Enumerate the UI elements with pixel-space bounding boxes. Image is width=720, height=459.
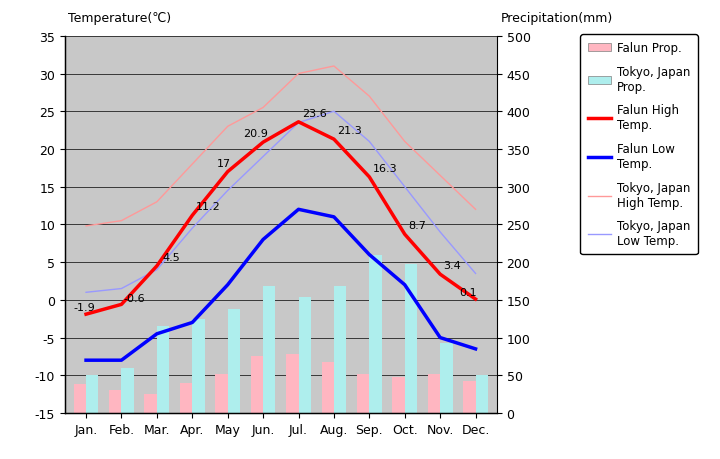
- Bar: [475, 375, 488, 413]
- Bar: [109, 391, 122, 413]
- Bar: [405, 264, 417, 413]
- Text: -0.6: -0.6: [123, 293, 145, 303]
- Legend: Falun Prop., Tokyo, Japan
Prop., Falun High
Temp., Falun Low
Temp., Tokyo, Japan: Falun Prop., Tokyo, Japan Prop., Falun H…: [580, 35, 698, 255]
- Bar: [157, 326, 169, 413]
- Bar: [357, 374, 369, 413]
- Bar: [322, 362, 334, 413]
- Bar: [440, 343, 453, 413]
- Text: 16.3: 16.3: [373, 163, 397, 174]
- Bar: [86, 375, 99, 413]
- Bar: [463, 381, 475, 413]
- Bar: [369, 255, 382, 413]
- Text: 20.9: 20.9: [243, 129, 269, 139]
- Bar: [334, 286, 346, 413]
- Text: 8.7: 8.7: [408, 221, 426, 231]
- Bar: [145, 394, 157, 413]
- Text: Precipitation(mm): Precipitation(mm): [500, 12, 613, 25]
- Text: Temperature(℃): Temperature(℃): [68, 12, 171, 25]
- Bar: [428, 374, 440, 413]
- Bar: [73, 385, 86, 413]
- Bar: [228, 309, 240, 413]
- Text: 0.1: 0.1: [459, 288, 477, 298]
- Text: 4.5: 4.5: [162, 252, 180, 262]
- Text: 23.6: 23.6: [302, 108, 327, 118]
- Bar: [299, 297, 311, 413]
- Bar: [122, 368, 134, 413]
- Text: 17: 17: [217, 158, 231, 168]
- Bar: [251, 357, 263, 413]
- Bar: [263, 286, 276, 413]
- Text: -1.9: -1.9: [73, 303, 96, 313]
- Text: 3.4: 3.4: [444, 261, 462, 270]
- Bar: [286, 354, 299, 413]
- Bar: [180, 383, 192, 413]
- Bar: [215, 374, 228, 413]
- Text: 11.2: 11.2: [196, 202, 220, 212]
- Bar: [392, 377, 405, 413]
- Bar: [192, 319, 204, 413]
- Text: 21.3: 21.3: [338, 126, 362, 136]
